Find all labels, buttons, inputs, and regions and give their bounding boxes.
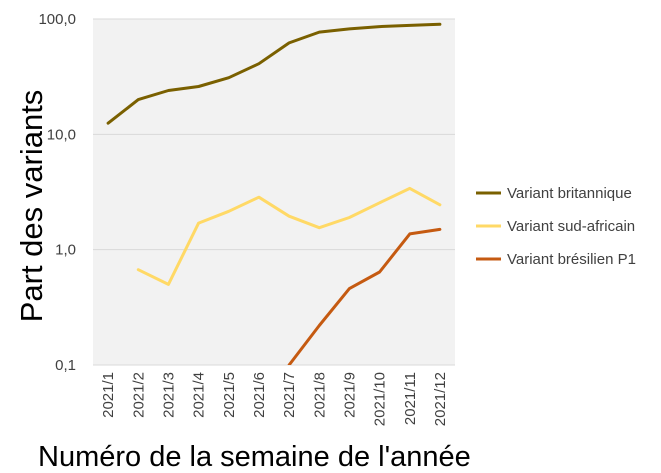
- x-tick-label: 2021/5: [221, 372, 238, 418]
- legend-label: Variant britannique: [507, 185, 632, 202]
- x-axis-title: Numéro de la semaine de l'année: [38, 441, 471, 473]
- x-tick-label: 2021/2: [130, 372, 147, 418]
- x-tick-label: 2021/3: [160, 372, 177, 418]
- series-line-3: [287, 227, 442, 365]
- legend: Variant britannique Variant sud-africain V…: [476, 185, 636, 268]
- series-line-2: [136, 186, 442, 286]
- grid-lines: [93, 18, 455, 366]
- series-line-1: [106, 22, 442, 125]
- x-tick-label: 2021/9: [341, 372, 358, 418]
- y-tick-label: 0,1: [55, 357, 76, 374]
- x-axis-ticks: 2021/1 2021/2 2021/3 2021/4 2021/5 2021/6 2021…: [100, 372, 449, 426]
- legend-label: Variant sud-africain: [507, 218, 635, 235]
- y-axis-title: Part des variants: [14, 90, 49, 323]
- x-tick-label: 2021/10: [372, 372, 389, 426]
- series-lines: [106, 22, 442, 365]
- legend-label: Variant brésilien P1: [507, 251, 636, 268]
- x-tick-label: 2021/4: [191, 372, 208, 418]
- y-tick-label: 100,0: [38, 11, 76, 28]
- plot-area: [93, 19, 455, 365]
- x-tick-label: 2021/7: [281, 372, 298, 418]
- y-tick-label: 10,0: [47, 126, 76, 143]
- x-tick-label: 2021/1: [100, 372, 117, 418]
- y-tick-label: 1,0: [55, 242, 76, 259]
- x-tick-label: 2021/6: [251, 372, 268, 418]
- y-axis-ticks: 0,1 1,0 10,0 100,0: [38, 11, 76, 374]
- x-tick-label: 2021/12: [432, 372, 449, 426]
- x-tick-label: 2021/8: [311, 372, 328, 418]
- x-tick-label: 2021/11: [402, 372, 419, 425]
